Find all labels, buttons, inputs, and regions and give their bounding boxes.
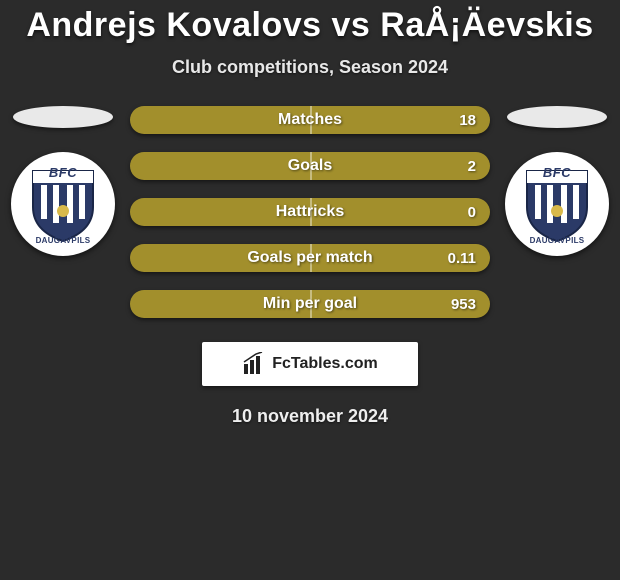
stats-bars: Matches 18 Goals 2 Hattricks 0 Goals per… [118,106,502,318]
stat-label: Min per goal [130,295,490,313]
stat-right-value: 18 [456,112,476,129]
stat-label: Goals [130,157,490,175]
club-city-left: DAUGAVPILS [11,236,115,245]
stat-right-value: 0.11 [448,250,476,267]
player-right-column: BFC DAUGAVPILS [502,106,612,256]
branding-box[interactable]: FcTables.com [202,342,418,386]
comparison-container: BFC DAUGAVPILS Matches 18 [0,106,620,318]
date-label: 10 november 2024 [0,406,620,427]
stat-label: Matches [130,111,490,129]
page-subtitle: Club competitions, Season 2024 [0,57,620,78]
stat-row-goals: Goals 2 [130,152,490,180]
player-left-column: BFC DAUGAVPILS [8,106,118,256]
stat-row-min-per-goal: Min per goal 953 [130,290,490,318]
stat-row-matches: Matches 18 [130,106,490,134]
stat-right-value: 2 [456,158,476,175]
stat-label: Goals per match [130,249,490,267]
club-abbr-right: BFC [505,165,609,180]
club-badge-right: BFC DAUGAVPILS [505,152,609,256]
player-left-avatar-placeholder [13,106,113,128]
club-abbr-left: BFC [11,165,115,180]
stat-row-hattricks: Hattricks 0 [130,198,490,226]
stat-row-goals-per-match: Goals per match 0.11 [130,244,490,272]
player-right-avatar-placeholder [507,106,607,128]
stat-right-value: 953 [451,296,476,313]
branding-text: FcTables.com [272,355,378,373]
stat-label: Hattricks [130,203,490,221]
club-badge-left: BFC DAUGAVPILS [11,152,115,256]
bars-chart-icon [242,352,266,376]
page-title: Andrejs Kovalovs vs RaÅ¡Äevskis [0,0,620,45]
stat-right-value: 0 [456,204,476,221]
club-city-right: DAUGAVPILS [505,236,609,245]
